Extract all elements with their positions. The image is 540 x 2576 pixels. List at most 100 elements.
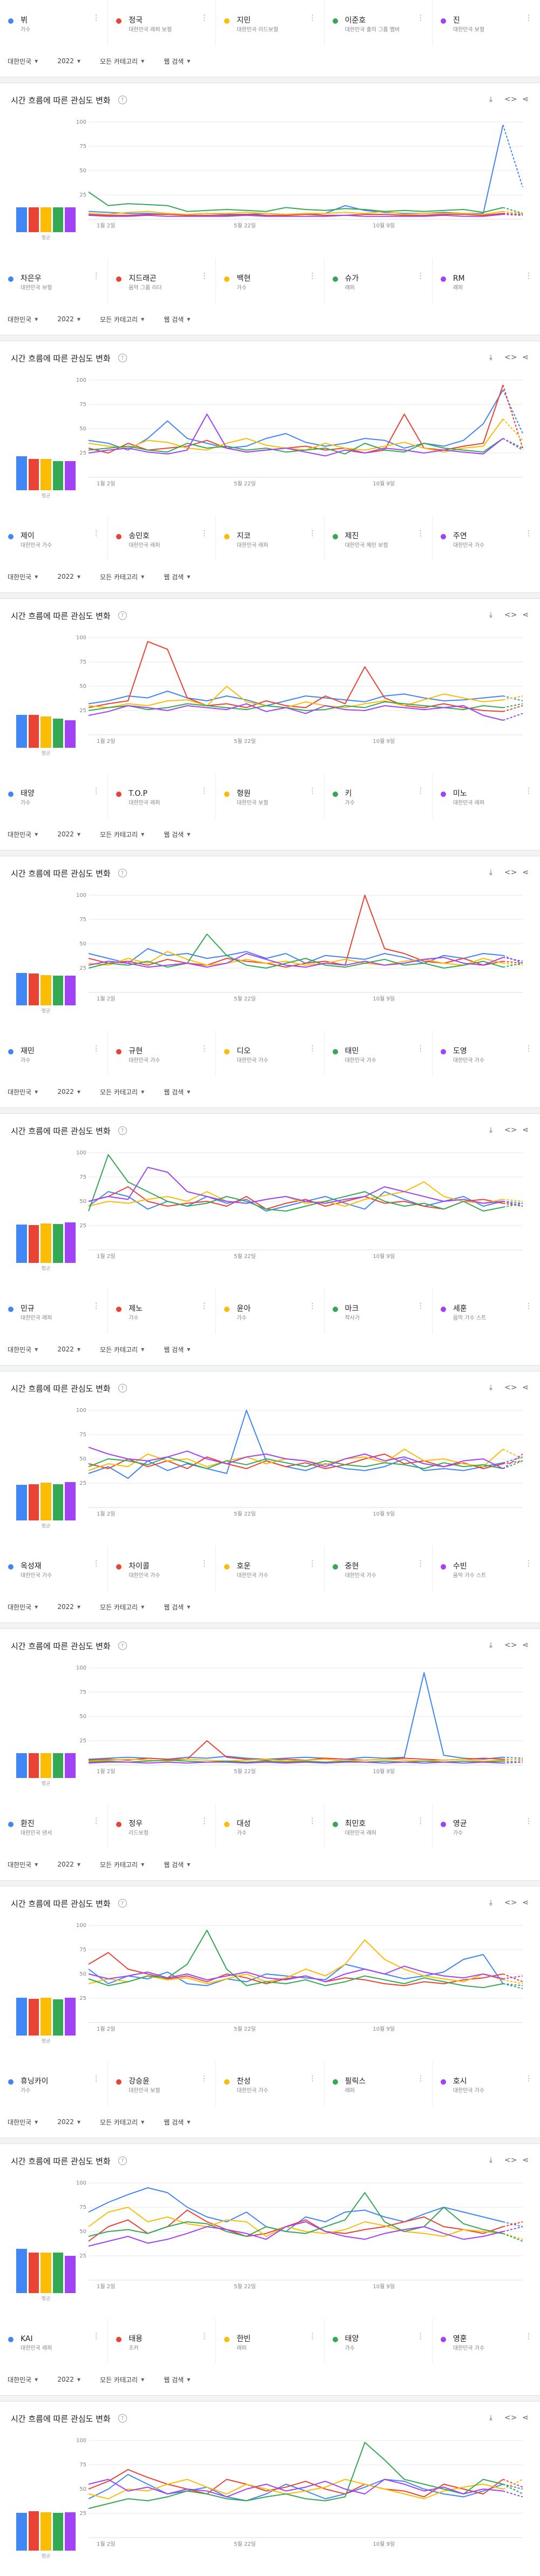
search-term-card[interactable]: 제노 가수 ⋮: [108, 1288, 217, 1334]
category-filter[interactable]: 모든 카테고리 ▼: [100, 1860, 144, 1869]
more-options-icon[interactable]: ⋮: [92, 1302, 100, 1310]
region-filter[interactable]: 대한민국 ▼: [8, 1345, 38, 1354]
more-options-icon[interactable]: ⋮: [308, 1044, 316, 1053]
help-icon[interactable]: ?: [118, 1641, 127, 1650]
help-icon[interactable]: ?: [118, 96, 127, 104]
more-options-icon[interactable]: ⋮: [92, 13, 100, 22]
search-term-card[interactable]: 주연 대한민국 가수 ⋮: [433, 516, 540, 561]
more-options-icon[interactable]: ⋮: [308, 787, 316, 795]
region-filter[interactable]: 대한민국 ▼: [8, 572, 38, 582]
search-term-card[interactable]: 디오 대한민국 가수 ⋮: [216, 1031, 325, 1076]
year-filter[interactable]: 2022 ▼: [57, 1861, 80, 1868]
search-type-filter[interactable]: 웹 검색 ▼: [164, 572, 190, 582]
year-filter[interactable]: 2022 ▼: [57, 1346, 80, 1353]
download-icon[interactable]: ⤓: [489, 1641, 493, 1649]
search-term-card[interactable]: 제진 대한민국 메인 보컬 ⋮: [325, 516, 433, 561]
search-type-filter[interactable]: 웹 검색 ▼: [164, 1603, 190, 1612]
search-term-card[interactable]: 차이콜 대한민국 가수 ⋮: [108, 1546, 217, 1591]
more-options-icon[interactable]: ⋮: [525, 529, 533, 538]
more-options-icon[interactable]: ⋮: [200, 1044, 208, 1053]
search-type-filter[interactable]: 웹 검색 ▼: [164, 1345, 190, 1354]
region-filter[interactable]: 대한민국 ▼: [8, 2375, 38, 2384]
search-type-filter[interactable]: 웹 검색 ▼: [164, 2375, 190, 2384]
year-filter[interactable]: 2022 ▼: [57, 2376, 80, 2383]
region-filter[interactable]: 대한민국 ▼: [8, 830, 38, 839]
more-options-icon[interactable]: ⋮: [416, 529, 424, 538]
share-icon[interactable]: ⋖: [522, 1126, 529, 1134]
year-filter[interactable]: 2022 ▼: [57, 830, 80, 838]
search-type-filter[interactable]: 웹 검색 ▼: [164, 315, 190, 324]
help-icon[interactable]: ?: [118, 1899, 127, 1908]
search-type-filter[interactable]: 웹 검색 ▼: [164, 830, 190, 839]
region-filter[interactable]: 대한민국 ▼: [8, 1603, 38, 1612]
search-term-card[interactable]: RM 래퍼 ⋮: [433, 258, 540, 303]
search-term-card[interactable]: 재민 가수 ⋮: [0, 1031, 109, 1076]
download-icon[interactable]: ⤓: [489, 2413, 493, 2422]
category-filter[interactable]: 모든 카테고리 ▼: [100, 57, 144, 66]
line-chart[interactable]: 100 75 50 25 1월 2일 5월 22일 10월 9일: [76, 1406, 529, 1522]
category-filter[interactable]: 모든 카테고리 ▼: [100, 2118, 144, 2127]
category-filter[interactable]: 모든 카테고리 ▼: [100, 572, 144, 582]
search-term-card[interactable]: 수빈 음악 가수 스트 ⋮: [433, 1546, 540, 1591]
category-filter[interactable]: 모든 카테고리 ▼: [100, 1345, 144, 1354]
search-term-card[interactable]: 환진 대한민국 댄서 ⋮: [0, 1803, 109, 1849]
more-options-icon[interactable]: ⋮: [525, 1817, 533, 1825]
search-term-card[interactable]: KAI 대한민국 래퍼 ⋮: [0, 2318, 109, 2364]
share-icon[interactable]: ⋖: [522, 95, 529, 104]
download-icon[interactable]: ⤓: [489, 95, 493, 104]
more-options-icon[interactable]: ⋮: [308, 1817, 316, 1825]
download-icon[interactable]: ⤓: [489, 2156, 493, 2165]
search-type-filter[interactable]: 웹 검색 ▼: [164, 2118, 190, 2127]
more-options-icon[interactable]: ⋮: [308, 2074, 316, 2083]
more-options-icon[interactable]: ⋮: [416, 13, 424, 22]
search-term-card[interactable]: 백현 가수 ⋮: [216, 258, 325, 303]
search-type-filter[interactable]: 웹 검색 ▼: [164, 1087, 190, 1097]
more-options-icon[interactable]: ⋮: [92, 2074, 100, 2083]
share-icon[interactable]: ⋖: [522, 353, 529, 362]
download-icon[interactable]: ⤓: [489, 1126, 493, 1134]
line-chart[interactable]: 100 75 50 25 1월 2일 5월 22일 10월 9일: [76, 1921, 529, 2037]
more-options-icon[interactable]: ⋮: [92, 1044, 100, 1053]
search-term-card[interactable]: 영훈 대한민국 가수 ⋮: [433, 2318, 540, 2364]
search-type-filter[interactable]: 웹 검색 ▼: [164, 1860, 190, 1869]
more-options-icon[interactable]: ⋮: [525, 272, 533, 280]
embed-icon[interactable]: <>: [504, 1383, 517, 1392]
line-chart[interactable]: 100 75 50 25 1월 2일 5월 22일 10월 9일: [76, 1148, 529, 1264]
embed-icon[interactable]: <>: [504, 2156, 517, 2165]
embed-icon[interactable]: <>: [504, 1898, 517, 1907]
search-term-card[interactable]: 차은우 대한민국 보컬 ⋮: [0, 258, 109, 303]
more-options-icon[interactable]: ⋮: [308, 1302, 316, 1310]
line-chart[interactable]: 100 75 50 25 1월 2일 5월 22일 10월 9일: [76, 2179, 529, 2294]
line-chart[interactable]: 100 75 50 25 1월 2일 5월 22일 10월 9일: [76, 891, 529, 1006]
more-options-icon[interactable]: ⋮: [416, 272, 424, 280]
search-term-card[interactable]: 태용 조커 ⋮: [108, 2318, 217, 2364]
more-options-icon[interactable]: ⋮: [200, 272, 208, 280]
search-term-card[interactable]: 옥성재 대한민국 가수 ⋮: [0, 1546, 109, 1591]
search-term-card[interactable]: 지드래곤 음악 그룹 리더 ⋮: [108, 258, 217, 303]
more-options-icon[interactable]: ⋮: [416, 787, 424, 795]
more-options-icon[interactable]: ⋮: [200, 1559, 208, 1568]
year-filter[interactable]: 2022 ▼: [57, 315, 80, 323]
help-icon[interactable]: ?: [118, 2156, 127, 2165]
embed-icon[interactable]: <>: [504, 353, 517, 362]
more-options-icon[interactable]: ⋮: [416, 1302, 424, 1310]
search-term-card[interactable]: 호시 대한민국 가수 ⋮: [433, 2061, 540, 2106]
more-options-icon[interactable]: ⋮: [200, 13, 208, 22]
search-term-card[interactable]: 진 대한민국 보컬 ⋮: [433, 0, 540, 45]
help-icon[interactable]: ?: [118, 2414, 127, 2423]
more-options-icon[interactable]: ⋮: [200, 1817, 208, 1825]
more-options-icon[interactable]: ⋮: [200, 787, 208, 795]
more-options-icon[interactable]: ⋮: [92, 272, 100, 280]
embed-icon[interactable]: <>: [504, 2413, 517, 2422]
embed-icon[interactable]: <>: [504, 95, 517, 104]
embed-icon[interactable]: <>: [504, 1126, 517, 1134]
search-term-card[interactable]: 슈가 래퍼 ⋮: [325, 258, 433, 303]
year-filter[interactable]: 2022 ▼: [57, 1603, 80, 1611]
search-term-card[interactable]: T.O.P 대한민국 래퍼 ⋮: [108, 773, 217, 819]
help-icon[interactable]: ?: [118, 611, 127, 620]
search-term-card[interactable]: 세훈 음악 가수 스트 ⋮: [433, 1288, 540, 1334]
more-options-icon[interactable]: ⋮: [200, 2332, 208, 2341]
search-term-card[interactable]: 대성 가수 ⋮: [216, 1803, 325, 1849]
more-options-icon[interactable]: ⋮: [308, 272, 316, 280]
more-options-icon[interactable]: ⋮: [200, 529, 208, 538]
